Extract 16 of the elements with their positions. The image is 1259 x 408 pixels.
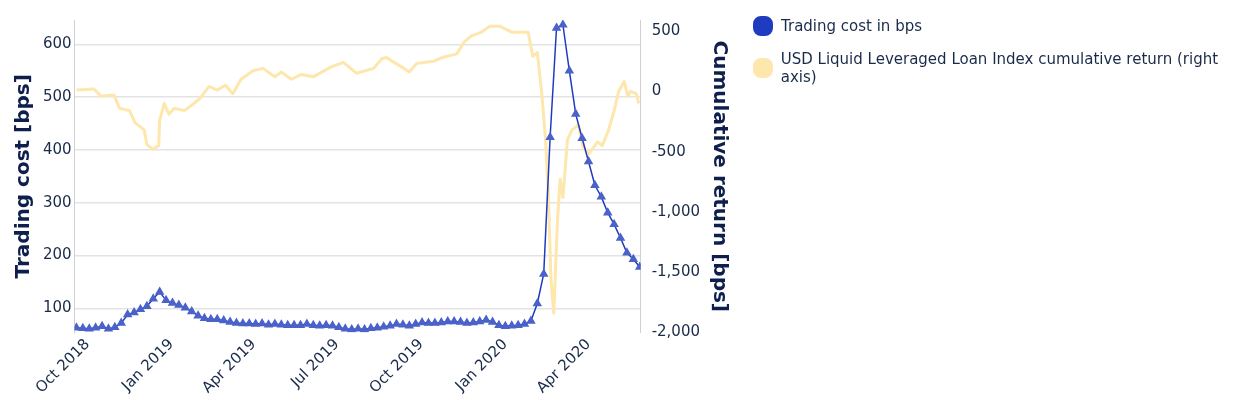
legend-label: USD Liquid Leveraged Loan Index cumulative return (right axis) (780, 50, 1220, 86)
y-tick-label: 600 (42, 34, 72, 53)
y2-tick-label: -2,000 (651, 322, 700, 341)
y-tick-label: 200 (42, 245, 72, 264)
y2-tick-label: -500 (651, 141, 686, 160)
y2-tick-label: -1,500 (651, 262, 700, 281)
y-tick-label: 100 (42, 298, 72, 317)
y2-axis-title: Cumulative return [bps] (708, 40, 733, 312)
legend-label: Trading cost in bps (781, 17, 922, 35)
y-tick-label: 400 (42, 139, 72, 158)
y2-tick-label: -1,000 (651, 201, 700, 220)
y-axis-title: Trading cost [bps] (10, 74, 35, 279)
y2-tick-label: 0 (651, 81, 662, 100)
y-tick-label: 500 (42, 86, 72, 105)
y2-tick-label: 500 (651, 20, 681, 39)
y-tick-label: 300 (42, 192, 72, 211)
